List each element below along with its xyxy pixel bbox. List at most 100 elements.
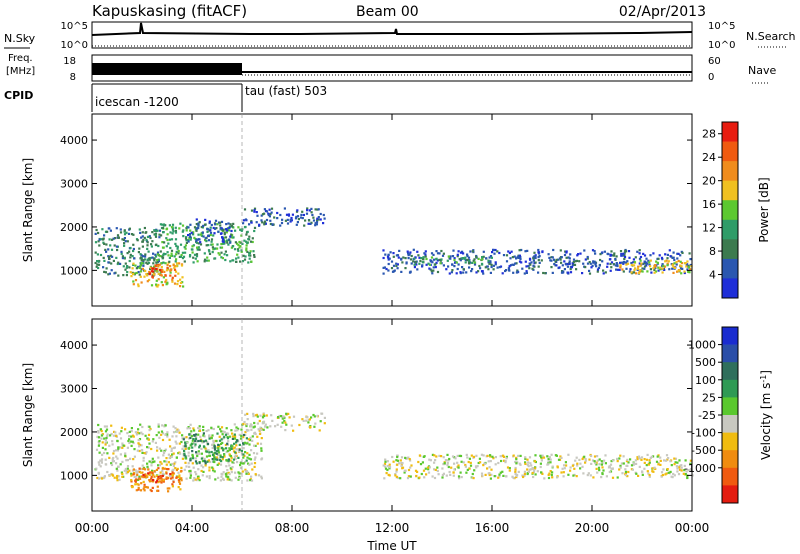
power-ytick-label: 4000 [60,134,88,147]
velocity-echo-cell [213,448,217,451]
velocity-echo-cell [210,437,213,440]
power-echo-cell [430,270,433,273]
power-echo-cell [170,238,174,241]
velocity-echo-cell [260,477,263,480]
velocity-echo-cell [262,428,265,431]
power-echo-cell [586,262,590,265]
velocity-echo-cell [627,461,630,464]
power-echo-cell [116,248,119,252]
velocity-echo-cell [433,454,436,457]
velocity-echo-cell [249,425,252,428]
velocity-echo-cell [183,454,186,457]
velocity-echo-cell [202,466,205,469]
velocity-echo-cell [499,455,502,458]
power-echo-cell [94,232,97,235]
velocity-echo-cell [571,464,574,467]
velocity-echo-cell [213,460,216,464]
power-echo-cell [253,254,256,257]
velocity-echo-cell [685,470,688,473]
velocity-echo-cell [116,457,119,460]
power-echo-cell [530,261,533,264]
power-echo-cell [436,270,440,274]
velocity-echo-cell [197,450,200,453]
power-echo-cell [179,281,183,284]
velocity-echo-cell [313,415,316,418]
velocity-echo-cell [581,465,584,468]
power-echo-cell [472,259,475,262]
velocity-echo-cell [116,449,119,452]
power-echo-cell [625,250,628,253]
power-echo-cell [634,267,637,270]
power-echo-cell [149,236,152,240]
velocity-echo-cell [276,423,279,426]
power-echo-cell [683,271,686,275]
velocity-echo-cell [121,475,124,478]
velocity-echo-cell [467,460,470,464]
velocity-echo-cell [175,468,178,472]
time-tick-label: 08:00 [275,521,310,535]
power-echo-cell [128,266,131,269]
power-echo-cell [287,213,290,216]
velocity-echo-cell [253,432,256,435]
velocity-echo-cell [124,454,127,457]
velocity-echo-cell [555,454,558,457]
velocity-echo-cell [165,460,168,463]
power-echo-cell [130,233,134,236]
power-echo-cell [175,258,178,261]
velocity-echo-cell [688,469,692,472]
velocity-echo-cell [687,469,690,472]
power-echo-cell [590,266,593,269]
power-echo-cell [245,244,248,247]
power-echo-cell [154,255,158,258]
power-echo-cell [146,241,149,244]
power-colorbar-swatch [722,180,738,201]
velocity-echo-cell [611,459,614,462]
velocity-echo-cell [527,470,530,473]
velocity-echo-cell [680,469,683,472]
velocity-echo-cell [177,479,180,482]
velocity-echo-cell [245,459,248,462]
power-echo-cell [96,253,99,256]
power-echo-cell [224,258,227,262]
velocity-echo-cell [246,412,249,415]
power-echo-cell [141,255,145,258]
power-echo-cell [619,250,623,253]
velocity-echo-cell [168,438,171,441]
power-echo-cell [161,226,164,229]
power-echo-cell [108,256,111,259]
power-echo-cell [135,271,138,275]
velocity-echo-cell [226,435,229,439]
velocity-echo-cell [234,454,237,457]
velocity-echo-cell [442,463,445,466]
power-echo-cell [610,250,613,253]
velocity-echo-cell [133,455,136,458]
velocity-echo-cell [213,446,216,449]
velocity-echo-cell [319,420,322,423]
power-echo-cell [672,256,675,259]
power-echo-cell [208,252,212,255]
power-echo-cell [688,271,691,274]
power-echo-cell [406,250,409,253]
power-echo-cell [139,262,142,265]
velocity-echo-cell [207,429,210,432]
velocity-echo-cell [115,462,118,465]
power-echo-cell [150,284,154,287]
velocity-echo-cell [548,472,551,475]
velocity-echo-cell [305,416,308,419]
velocity-echo-cell [678,468,682,471]
velocity-echo-cell [524,457,527,460]
power-echo-cell [237,256,240,259]
velocity-echo-cell [227,458,230,461]
power-echo-cell [204,223,207,226]
velocity-echo-cell [208,475,211,478]
power-echo-cell [658,254,661,257]
power-echo-cell [235,257,238,260]
velocity-echo-cell [97,444,100,447]
velocity-echo-cell [200,447,203,450]
velocity-echo-cell [460,460,463,463]
velocity-colorbar-swatch [722,432,738,451]
velocity-echo-cell [143,452,146,455]
velocity-echo-cell [232,461,235,464]
power-colorbar-swatch [722,278,738,299]
velocity-echo-cell [143,483,146,486]
